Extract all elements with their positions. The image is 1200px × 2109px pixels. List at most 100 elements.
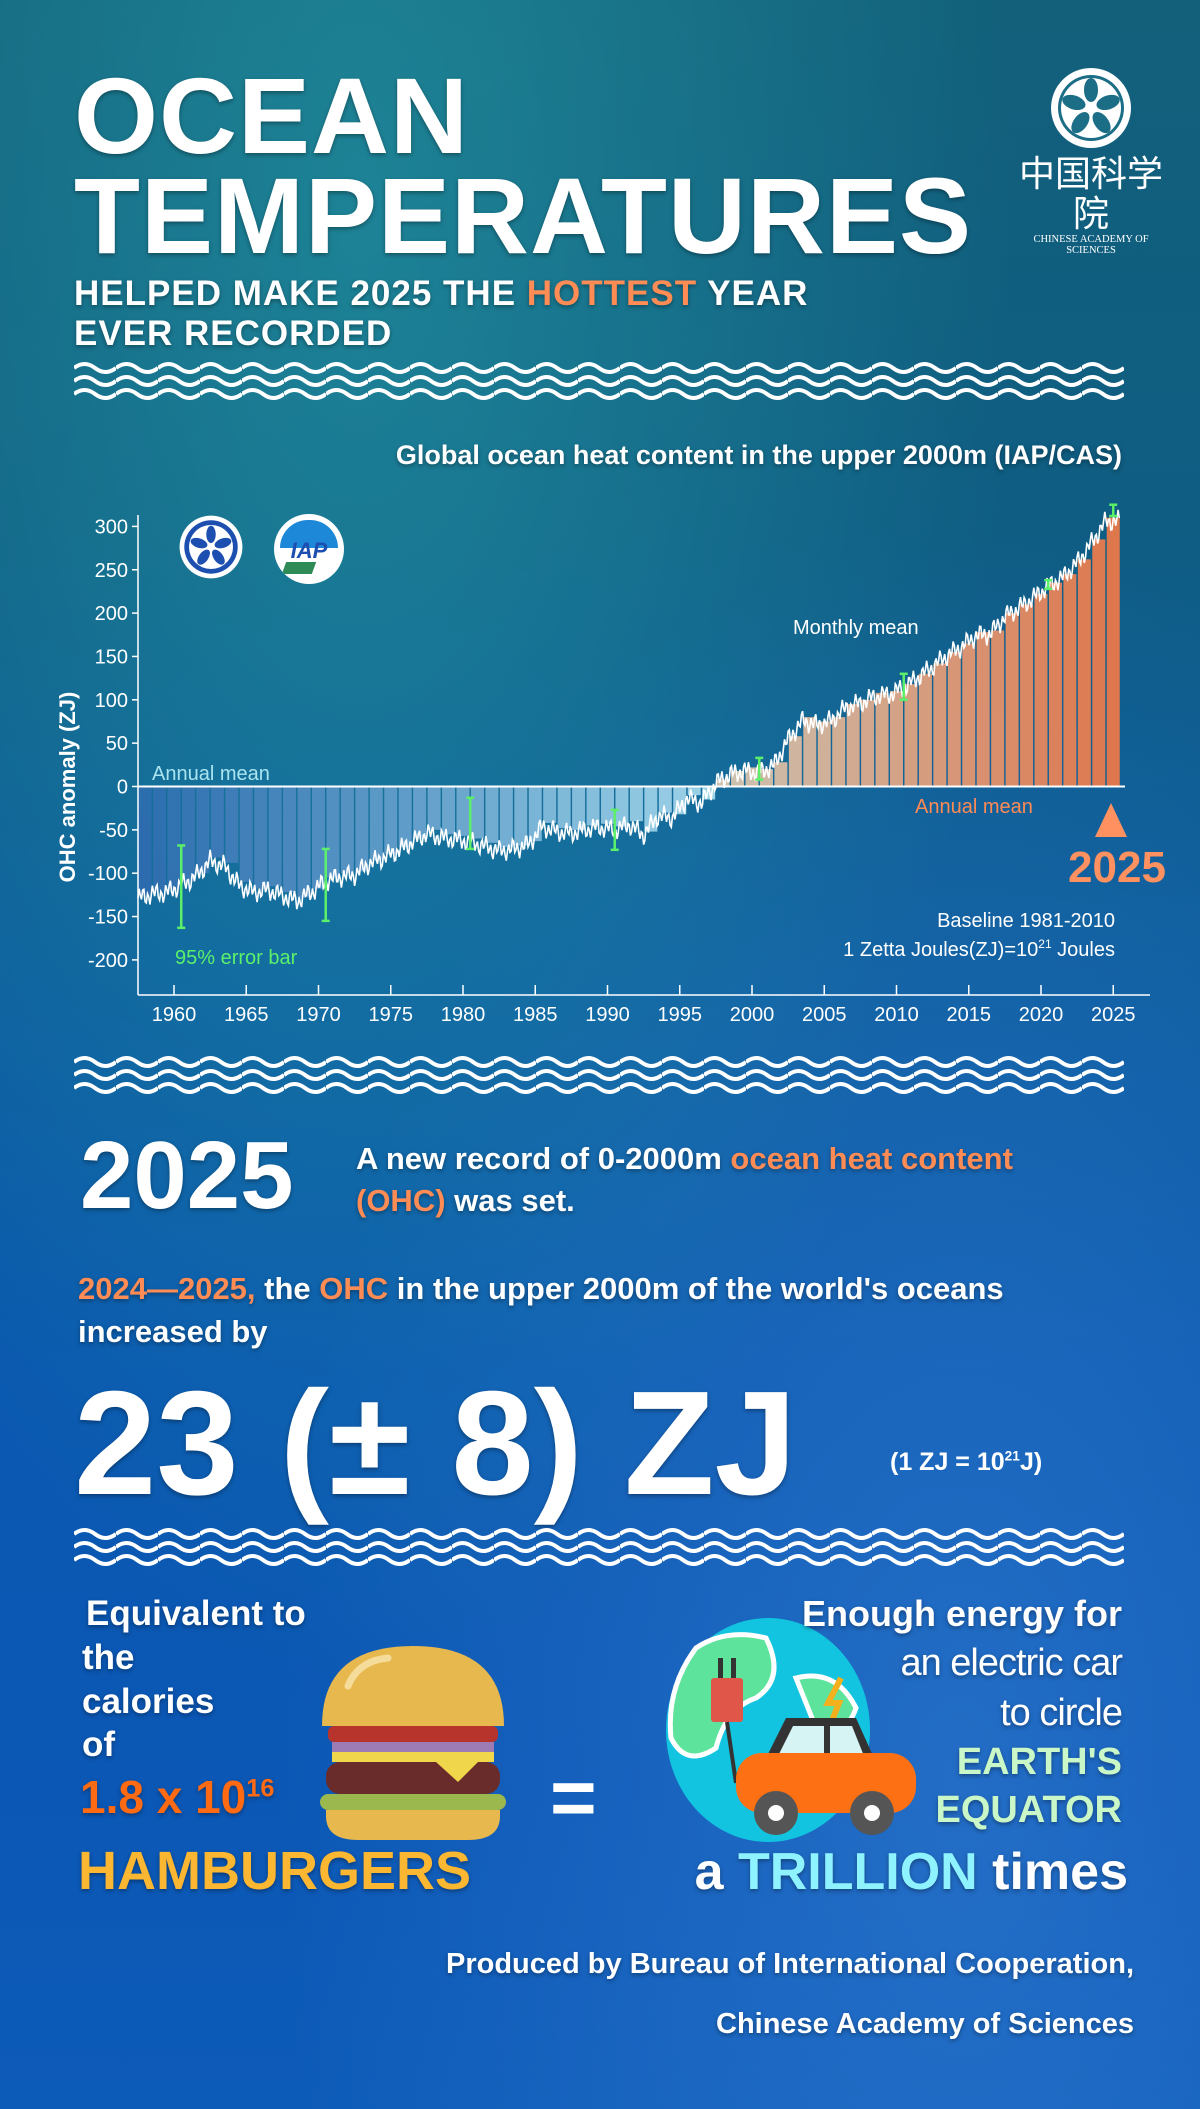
cas-logo-chinese: 中国科学院 — [1018, 154, 1163, 234]
bar-2015 — [962, 643, 976, 787]
bar-1986 — [543, 786, 557, 823]
subtitle-text-end: YEAR — [697, 274, 809, 313]
hamburger-icon — [320, 1646, 506, 1840]
y-tick-label: -150 — [88, 907, 128, 929]
equator-label: EQUATOR — [935, 1788, 1123, 1831]
increase-text: 2024—2025, the OHC in the upper 2000m of… — [78, 1268, 1004, 1354]
globe-electric-car-icon — [666, 1618, 916, 1842]
record-text-start: A new record of 0-2000m — [356, 1141, 731, 1176]
record-text: A new record of 0-2000m ocean heat conte… — [356, 1138, 1013, 1222]
car-comparison-text: Enough energy for an electric car to cir… — [801, 1592, 1123, 1834]
bar-2010 — [890, 691, 903, 787]
y-axis-label: OHC anomaly (ZJ) — [55, 692, 80, 883]
bar-1977 — [413, 786, 427, 839]
zj-note-exp: 21 — [1004, 1448, 1020, 1464]
earths-label: EARTH'S — [956, 1741, 1122, 1784]
zj-note-text: (1 ZJ = 10 — [890, 1448, 1005, 1476]
bar-2011 — [904, 684, 918, 787]
x-tick-label: 2010 — [874, 1004, 919, 1026]
y-tick-label: 250 — [95, 560, 128, 582]
bar-2007 — [846, 704, 860, 787]
annual-mean-label-negative: Annual mean — [152, 763, 270, 785]
error-bar-1980.5 — [466, 796, 475, 851]
record-text-end: was set. — [445, 1182, 575, 1218]
increase-line-2: increased by — [78, 1313, 268, 1349]
bar-1975 — [384, 786, 398, 855]
cas-logo: 中国科学院 CHINESE ACADEMY OF SCIENCES — [1008, 66, 1174, 256]
equivalent-line: of — [82, 1725, 116, 1765]
bar-1970 — [312, 786, 325, 889]
bar-2013 — [933, 663, 947, 787]
y-tick-label: -50 — [99, 820, 128, 842]
hamburgers-label: HAMBURGERS — [78, 1841, 472, 1901]
equivalent-line: calories — [82, 1681, 215, 1721]
bar-1978 — [427, 786, 441, 830]
y-tick-label: 300 — [95, 516, 128, 538]
bar-2009 — [875, 692, 889, 787]
x-tick-label: 1985 — [513, 1004, 558, 1026]
y-tick-label: 50 — [106, 733, 128, 755]
bar-2003 — [788, 736, 802, 787]
bar-1962 — [196, 786, 210, 874]
trillion-post: times — [977, 1843, 1128, 1901]
increase-ohc: OHC — [319, 1271, 389, 1306]
bar-2008 — [861, 699, 875, 787]
equivalent-line: Equivalent to — [86, 1594, 306, 1633]
increase-period: 2024—2025, — [78, 1271, 256, 1306]
record-ohc: (OHC) — [356, 1182, 446, 1218]
y-tick-label: 0 — [117, 777, 128, 799]
bar-2022 — [1063, 574, 1077, 787]
bar-1968 — [283, 786, 297, 893]
y-tick-label: 200 — [95, 603, 128, 625]
subtitle-line-2: EVER RECORDED — [74, 314, 393, 354]
bar-2004 — [803, 717, 817, 787]
error-bar-1990.5 — [610, 808, 619, 852]
bar-2001 — [759, 769, 773, 787]
x-tick-label: 2025 — [1091, 1004, 1136, 1026]
bar-1963 — [210, 786, 224, 858]
baseline-note: Baseline 1981-2010 — [937, 910, 1115, 932]
error-bar-label: 95% error bar — [175, 947, 298, 969]
y-tick-label: 150 — [95, 646, 128, 668]
bar-2018 — [1005, 613, 1019, 787]
bar-2019 — [1020, 604, 1034, 787]
bar-2012 — [918, 673, 932, 787]
bar-1991 — [615, 786, 629, 827]
bar-1996 — [687, 786, 701, 796]
trillion-highlight: TRILLION — [737, 1843, 978, 1901]
bar-2002 — [774, 762, 788, 787]
cas-logo-english: CHINESE ACADEMY OF SCIENCES — [1033, 234, 1149, 257]
bar-2014 — [947, 652, 961, 787]
trillion-times: a TRILLION times — [695, 1842, 1128, 1902]
increase-value: 23 (± 8) ZJ — [74, 1361, 797, 1526]
x-tick-label: 1965 — [224, 1004, 269, 1026]
bar-1993 — [644, 786, 658, 832]
record-year: 2025 — [80, 1122, 294, 1229]
x-tick-label: 2015 — [947, 1004, 992, 1026]
x-tick-label: 1970 — [296, 1004, 341, 1026]
bar-1994 — [658, 786, 672, 813]
car-text-line: Enough energy for — [801, 1593, 1122, 1634]
monthly-mean-label: Monthly mean — [793, 617, 919, 639]
subtitle-text: HELPED MAKE 2025 THE — [74, 274, 527, 313]
x-tick-label: 2000 — [730, 1004, 775, 1026]
unit-note: 1 Zetta Joules(ZJ)=1021 Joules — [843, 937, 1115, 961]
x-tick-label: 1960 — [152, 1004, 197, 1026]
bar-2024 — [1092, 539, 1106, 787]
title-line-1: OCEAN — [74, 55, 470, 176]
error-bar-2020.5 — [1044, 578, 1053, 591]
bar-1979 — [442, 786, 456, 835]
increase-text-a: the — [255, 1271, 320, 1306]
equivalent-line: the — [82, 1637, 135, 1677]
bar-1972 — [340, 786, 354, 874]
bar-1990 — [601, 786, 614, 824]
chart-title: Global ocean heat content in the upper 2… — [395, 440, 1122, 470]
x-tick-label: 2020 — [1019, 1004, 1064, 1026]
cas-chart-logo — [178, 514, 244, 585]
bar-2020 — [1034, 594, 1048, 787]
bar-1974 — [369, 786, 383, 861]
wave-divider-3 — [74, 1526, 1124, 1568]
car-text-line: to circle — [1000, 1691, 1123, 1734]
bar-2016 — [976, 632, 990, 787]
iap-logo-text: IAP — [290, 538, 328, 563]
